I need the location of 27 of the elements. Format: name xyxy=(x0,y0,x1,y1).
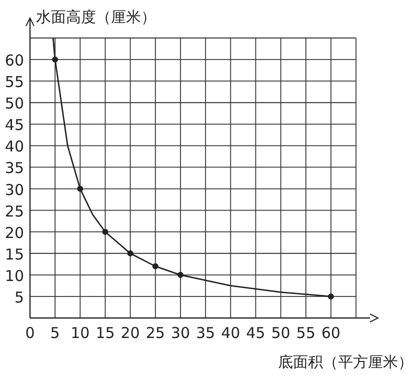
y-tick: 40 xyxy=(4,138,24,156)
x-tick: 25 xyxy=(146,324,165,342)
x-tick: 5 xyxy=(50,324,60,342)
y-tick: 55 xyxy=(4,73,24,92)
x-tick: 30 xyxy=(170,324,190,342)
y-tick: 35 xyxy=(4,159,24,178)
y-tick: 50 xyxy=(4,94,24,113)
y-tick: 60 xyxy=(4,52,24,70)
x-tick: 45 xyxy=(246,324,266,342)
x-tick: 60 xyxy=(321,324,340,342)
y-tick: 25 xyxy=(4,202,24,220)
x-tick: 55 xyxy=(296,324,316,342)
y-tick: 5 xyxy=(14,288,24,306)
x-tick: 40 xyxy=(221,324,240,342)
x-tick: 0 xyxy=(25,324,35,342)
y-tick: 15 xyxy=(4,245,24,264)
y-label: 水面高度（厘米） xyxy=(36,8,156,26)
x-tick: 35 xyxy=(196,324,216,342)
x-tick: 50 xyxy=(271,324,290,342)
x-tick: 20 xyxy=(120,324,140,342)
y-tick: 20 xyxy=(4,224,24,242)
x-tick: 10 xyxy=(70,324,90,342)
y-tick: 10 xyxy=(4,266,24,285)
x-label: 底面积（平方厘米） xyxy=(278,353,413,371)
x-tick: 15 xyxy=(96,324,115,342)
y-tick: 30 xyxy=(4,180,24,199)
y-tick: 45 xyxy=(4,116,24,134)
